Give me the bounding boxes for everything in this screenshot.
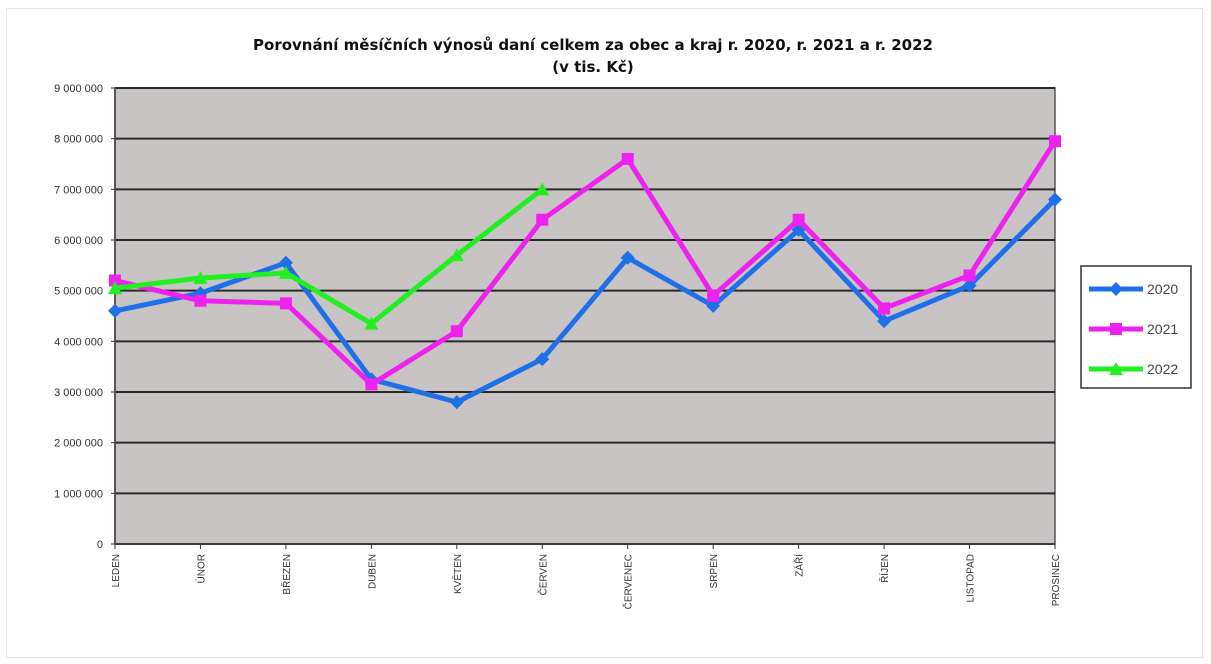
x-tick-label: DUBEN xyxy=(367,554,378,589)
x-tick-label: BŘEZEN xyxy=(280,554,293,595)
data-point xyxy=(622,153,634,165)
y-tick-label: 3 000 000 xyxy=(54,387,103,399)
data-point xyxy=(365,378,377,390)
chart-frame: Porovnání měsíčních výnosů daní celkem z… xyxy=(6,8,1203,658)
legend-label: 2022 xyxy=(1147,361,1178,377)
data-point xyxy=(536,214,548,226)
x-tick-label: ŘÍJEN xyxy=(878,554,891,583)
data-point xyxy=(451,325,463,337)
x-tick-label: LISTOPAD xyxy=(966,554,977,603)
data-point xyxy=(878,302,890,314)
y-tick-label: 4 000 000 xyxy=(54,336,103,348)
x-tick-label: ÚNOR xyxy=(194,554,207,583)
data-point xyxy=(707,290,719,302)
chart-subtitle: (v tis. Kč) xyxy=(552,58,633,76)
y-tick-label: 2 000 000 xyxy=(54,438,103,450)
legend: 2020 2021 2022 xyxy=(1081,266,1191,388)
x-tick-label: ČERVEN xyxy=(536,554,549,596)
plot-area xyxy=(115,88,1055,544)
x-tick-label: ZÁŘÍ xyxy=(793,554,806,577)
y-axis: 0 1 000 000 2 000 000 3 000 000 4 000 000 5 0… xyxy=(54,83,115,551)
legend-label: 2021 xyxy=(1147,321,1178,337)
data-point xyxy=(1049,135,1061,147)
x-axis: LEDEN ÚNOR BŘEZEN DUBEN KVĚTEN ČERVEN ČERVENEC… xyxy=(111,544,1062,609)
legend-label: 2020 xyxy=(1147,281,1178,297)
x-tick-label: LEDEN xyxy=(111,554,122,587)
y-tick-label: 5 000 000 xyxy=(54,286,103,298)
chart-title: Porovnání měsíčních výnosů daní celkem z… xyxy=(253,36,933,54)
y-tick-label: 8 000 000 xyxy=(54,134,103,146)
line-chart: Porovnání měsíčních výnosů daní celkem z… xyxy=(7,9,1204,659)
data-point xyxy=(280,297,292,309)
legend-marker xyxy=(1110,323,1122,335)
x-tick-label: PROSINEC xyxy=(1051,554,1062,606)
x-tick-label: ČERVENEC xyxy=(622,554,635,609)
x-tick-label: SRPEN xyxy=(709,554,720,588)
data-point xyxy=(194,295,206,307)
y-tick-label: 7 000 000 xyxy=(54,184,103,196)
y-tick-label: 1 000 000 xyxy=(54,488,103,500)
data-point xyxy=(793,214,805,226)
x-tick-label: KVĚTEN xyxy=(451,554,464,594)
y-tick-label: 0 xyxy=(97,539,103,551)
data-point xyxy=(964,269,976,281)
y-tick-label: 9 000 000 xyxy=(54,83,103,95)
y-tick-label: 6 000 000 xyxy=(54,235,103,247)
